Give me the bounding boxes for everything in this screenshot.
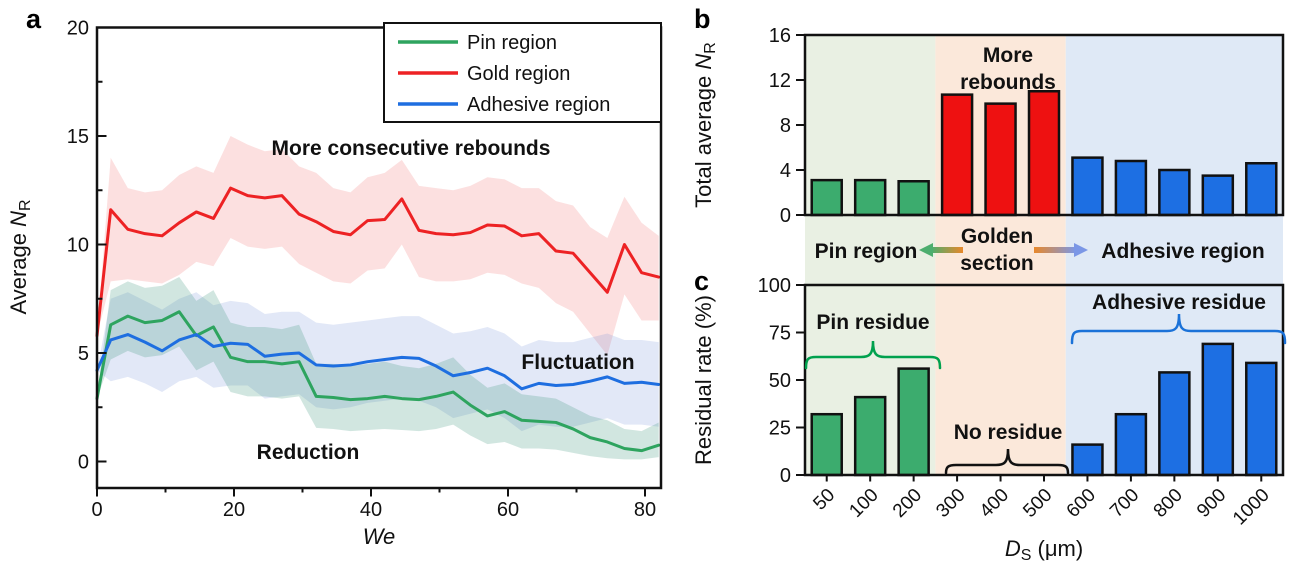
arrow-head-left-icon — [919, 243, 933, 257]
y-tick-label-c: 75 — [769, 323, 791, 345]
series-line-gold-region — [95, 186, 661, 338]
bar-c-800 — [1158, 371, 1191, 477]
bar-c-900 — [1201, 342, 1235, 477]
bar-b-50 — [810, 178, 843, 217]
bar-b-500 — [1027, 90, 1061, 217]
panel-label-b: b — [694, 4, 711, 34]
y-tick-label-b: 12 — [769, 70, 791, 92]
bar-b-900 — [1201, 174, 1235, 217]
series-line-adhesive-region — [95, 333, 661, 391]
bar-c-50 — [810, 412, 843, 477]
x-tick-label: 0 — [91, 499, 102, 521]
y-tick-label: 5 — [78, 343, 89, 365]
bar-b-1000 — [1245, 162, 1278, 217]
y-tick-label: 0 — [78, 452, 89, 474]
y-tick-label: 20 — [67, 18, 89, 40]
annotation-adhesive-residue: Adhesive residue — [1092, 291, 1266, 314]
annotation-reduction: Reduction — [257, 441, 360, 464]
legend-label-1: Gold region — [467, 63, 570, 85]
annotation-no-residue: No residue — [954, 421, 1063, 444]
brace-pin-residue — [804, 340, 942, 370]
x-tick-label-c-300: 300 — [932, 485, 969, 522]
x-tick-label-c-500: 500 — [1019, 485, 1056, 522]
x-axis-title-a: We — [363, 524, 396, 549]
bar-c-200 — [897, 367, 930, 477]
y-tick-label: 15 — [67, 126, 89, 148]
panel-b-c-bar-charts: 0 4 8 12 16 Total average NR More rebounds Pin r… — [691, 25, 1287, 564]
y-tick-label-b: 16 — [769, 25, 791, 47]
annotation-fluctuation: Fluctuation — [521, 351, 634, 374]
y-tick-label-c: 25 — [769, 418, 791, 440]
bar-b-300 — [940, 93, 974, 217]
panel-label-c: c — [694, 266, 710, 296]
y-tick-label-c: 100 — [758, 275, 791, 297]
x-tick-label-c-200: 200 — [889, 485, 926, 522]
x-tick-label-c-100: 100 — [845, 485, 882, 522]
arrow-head-right-icon — [1074, 243, 1088, 257]
plot-frame-a — [95, 26, 663, 490]
y-axis-title-c: Residual rate (%) — [691, 295, 716, 465]
annotation-more-rebounds: More — [983, 44, 1033, 67]
band-label-golden-section: Golden — [961, 225, 1033, 248]
x-tick-label-c-400: 400 — [976, 485, 1013, 522]
band-label-pin-region: Pin region — [815, 240, 918, 263]
x-axis-title-c: DS (μm) — [1005, 536, 1083, 564]
bar-c-100 — [853, 395, 887, 477]
bar-b-700 — [1114, 159, 1148, 217]
bar-c-600 — [1071, 443, 1104, 477]
x-tick-label-c-1000: 1000 — [1229, 485, 1274, 530]
panel-label-a: a — [26, 4, 42, 34]
bar-b-200 — [897, 180, 930, 217]
bar-b-800 — [1158, 168, 1191, 217]
band-label-adhesive-region: Adhesive region — [1101, 240, 1264, 263]
x-tick-label-c-600: 600 — [1063, 485, 1100, 522]
x-tick-label-c-50: 50 — [809, 485, 839, 515]
x-tick-label-c-700: 700 — [1106, 485, 1143, 522]
annotation-more-rebounds: rebounds — [960, 71, 1056, 94]
legend: Pin region Gold region Adhesive region — [383, 22, 662, 123]
bar-b-100 — [853, 178, 887, 217]
bar-c-1000 — [1245, 361, 1278, 477]
y-tick-label-c: 50 — [769, 370, 791, 392]
x-tick-label: 40 — [360, 499, 382, 521]
error-band-pin-region — [97, 277, 659, 460]
x-tick-label-c-900: 900 — [1193, 485, 1230, 522]
brace-adhesive-residue — [1070, 313, 1287, 345]
y-axis-title-b: Total average NR — [691, 42, 719, 208]
bar-b-400 — [984, 102, 1017, 217]
legend-label-2: Adhesive region — [467, 94, 610, 116]
annotation-pin-residue: Pin residue — [816, 311, 929, 334]
legend-label-0: Pin region — [467, 32, 557, 54]
x-tick-label-c-800: 800 — [1150, 485, 1187, 522]
x-tick-label: 20 — [223, 499, 245, 521]
y-tick-label-b: 0 — [780, 205, 791, 227]
y-tick-label-b: 4 — [780, 160, 791, 182]
y-axis-title-a: Average NR — [6, 199, 34, 314]
brace-no-residue — [944, 448, 1070, 475]
y-tick-label-b: 8 — [780, 115, 791, 137]
x-tick-label: 60 — [497, 499, 519, 521]
bar-c-700 — [1114, 412, 1148, 477]
y-tick-label: 10 — [67, 235, 89, 257]
annotation-more-consecutive-rebounds: More consecutive rebounds — [272, 137, 551, 160]
bar-b-600 — [1071, 156, 1104, 217]
y-tick-label-c: 0 — [780, 465, 791, 487]
x-tick-label: 80 — [634, 499, 656, 521]
band-label-golden-section: section — [960, 252, 1034, 275]
panel-a-line-chart: 0 5 10 15 20 0 20 40 60 80 Average NR We Pin region G… — [6, 18, 663, 549]
series-line-pin-region — [95, 310, 661, 453]
